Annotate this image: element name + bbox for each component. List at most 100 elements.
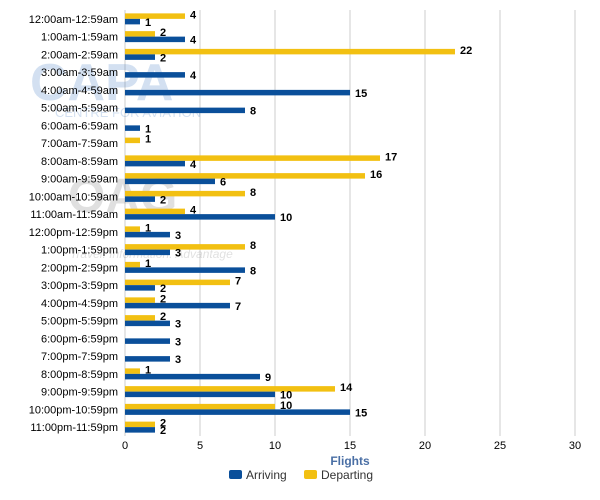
x-axis-title: Flights [330, 454, 370, 468]
legend-swatch-arriving [229, 470, 242, 479]
x-tick-label: 5 [197, 440, 203, 452]
arriving-value-label: 3 [175, 230, 181, 242]
departing-value-label: 4 [190, 9, 197, 21]
arriving-bar [125, 125, 140, 131]
category-label: 4:00pm-4:59pm [41, 298, 118, 310]
departing-value-label: 2 [160, 311, 166, 323]
category-labels: 12:00am-12:59am 1:00am-1:59am 2:00am-2:59a… [29, 14, 118, 434]
arriving-value-label: 8 [250, 265, 256, 277]
category-label: 5:00am-5:59am [41, 103, 118, 115]
category-label: 2:00pm-2:59pm [41, 262, 118, 274]
departing-value-label: 22 [460, 45, 472, 57]
departing-value-label: 8 [250, 240, 256, 252]
arriving-value-label: 3 [175, 248, 181, 260]
category-label: 3:00pm-3:59pm [41, 280, 118, 292]
departing-bar [125, 261, 140, 268]
arriving-value-label: 15 [355, 88, 367, 100]
arriving-value-label: 4 [190, 35, 197, 47]
x-tick-label: 30 [569, 440, 581, 452]
departing-value-label: 16 [370, 169, 382, 181]
arriving-value-label: 10 [280, 212, 292, 224]
arriving-value-label: 10 [280, 390, 292, 402]
departing-bar [125, 173, 365, 179]
x-tick-label: 10 [269, 440, 281, 452]
legend-label-departing: Departing [321, 468, 373, 482]
category-label: 8:00am-8:59am [41, 156, 118, 168]
departing-value-label: 4 [190, 205, 197, 217]
arriving-bar [125, 285, 155, 291]
departing-bar [125, 386, 335, 392]
arriving-value-label: 2 [160, 52, 166, 64]
category-label: 6:00am-6:59am [41, 120, 118, 132]
departing-bar [125, 155, 380, 161]
capa-watermark-text: CAPA [30, 54, 173, 112]
value-labels: 4124222415811174166824101383187227233319… [145, 9, 472, 437]
departing-value-label: 2 [160, 293, 166, 305]
category-label: 12:00am-12:59am [29, 14, 118, 26]
category-label: 2:00am-2:59am [41, 49, 118, 61]
category-label: 3:00am-3:59am [41, 67, 118, 79]
category-label: 8:00pm-8:59pm [41, 369, 118, 381]
arriving-bar [125, 196, 155, 202]
category-label: 4:00am-4:59am [41, 85, 118, 97]
arriving-bar [125, 356, 170, 362]
arriving-value-label: 15 [355, 407, 367, 419]
departing-value-label: 7 [235, 276, 241, 288]
arriving-bar [125, 54, 155, 60]
arriving-bar [125, 36, 185, 43]
departing-value-label: 1 [145, 364, 151, 376]
arriving-bar [125, 427, 155, 433]
arriving-bar [125, 160, 185, 167]
grid-lines [124, 10, 576, 436]
category-label: 7:00pm-7:59pm [41, 351, 118, 363]
departing-bar [125, 368, 140, 374]
category-label: 10:00am-10:59am [29, 191, 118, 203]
arriving-value-label: 3 [175, 354, 181, 366]
arriving-value-label: 6 [220, 177, 226, 189]
legend-label-arriving: Arriving [246, 468, 287, 482]
arriving-bar [125, 231, 170, 238]
departing-value-label: 1 [145, 222, 151, 234]
legend: Arriving Departing [229, 468, 373, 482]
category-label: 11:00pm-11:59pm [30, 422, 118, 434]
category-label: 6:00pm-6:59pm [41, 333, 118, 345]
bars [125, 13, 455, 433]
arriving-bar [125, 302, 230, 309]
arriving-value-label: 3 [175, 319, 181, 331]
x-tick-label: 25 [494, 440, 506, 452]
departing-value-label: 14 [340, 382, 353, 394]
arriving-value-label: 2 [160, 425, 166, 437]
category-label: 1:00pm-1:59pm [41, 245, 118, 257]
arriving-bar [125, 249, 170, 256]
x-tick-label: 15 [344, 440, 356, 452]
departing-value-label: 1 [145, 258, 151, 270]
departing-value-label: 8 [250, 187, 256, 199]
departing-bar [125, 137, 140, 144]
departing-bar [125, 48, 455, 55]
departing-bar [125, 31, 155, 37]
arriving-bar [125, 107, 245, 114]
x-tick-labels: 0 5 10 15 20 25 30 [122, 440, 581, 452]
x-tick-label: 0 [122, 440, 128, 452]
arriving-bar [125, 214, 275, 220]
arriving-value-label: 1 [145, 17, 151, 29]
x-tick-label: 20 [419, 440, 431, 452]
category-label: 12:00pm-12:59pm [29, 227, 118, 239]
arriving-value-label: 3 [175, 336, 181, 348]
arriving-bar [125, 391, 275, 398]
legend-swatch-departing [304, 470, 317, 479]
category-label: 7:00am-7:59am [41, 138, 118, 150]
arriving-value-label: 2 [160, 283, 166, 295]
arriving-value-label: 1 [145, 123, 151, 135]
arriving-bar [125, 409, 350, 415]
departing-bar [125, 226, 140, 232]
departing-value-label: 2 [160, 418, 166, 430]
arriving-value-label: 2 [160, 194, 166, 206]
departing-bar [125, 297, 155, 303]
arriving-value-label: 9 [265, 372, 271, 384]
arriving-bar [125, 338, 170, 344]
category-label: 10:00pm-10:59pm [29, 404, 118, 416]
category-label: 9:00pm-9:59pm [41, 387, 118, 399]
